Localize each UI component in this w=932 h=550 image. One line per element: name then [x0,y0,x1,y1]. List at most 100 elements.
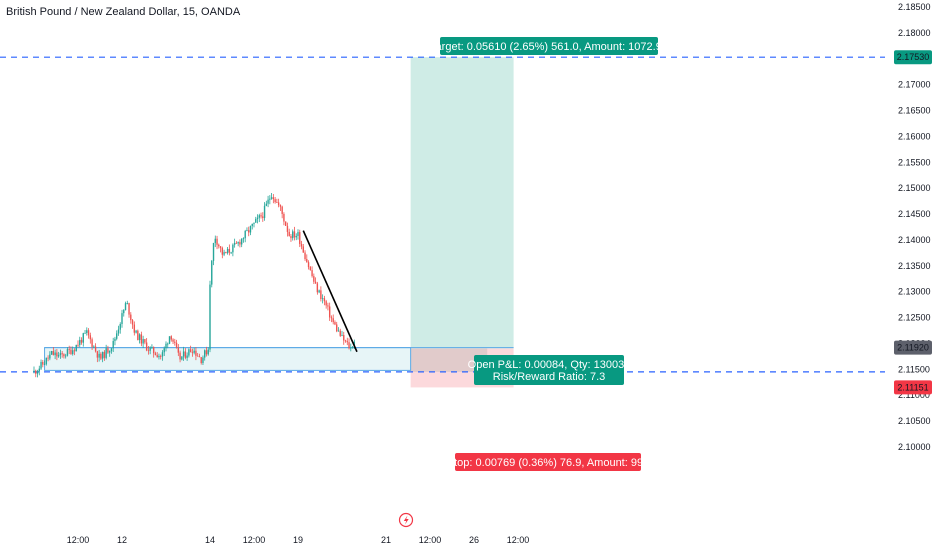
y-tick-label: 2.16000 [898,131,931,141]
candle-body [233,242,236,245]
candle-body [313,276,315,282]
y-tick-label: 2.17000 [898,80,931,90]
open-position-zone [410,348,488,372]
candle-body [297,232,299,236]
candle-body [240,238,243,245]
candle-body [334,322,336,325]
stop-label-box [455,453,641,471]
candle-body [182,351,185,357]
candle-body [160,355,162,357]
y-tick-label: 2.12500 [898,313,931,323]
candle-body [43,364,46,365]
candle-body [38,368,40,372]
candle-body [209,284,211,350]
candle-body [235,242,238,244]
candle-body [216,238,218,245]
trend-line[interactable] [302,230,358,353]
candle-body [152,346,155,354]
candle-body [256,217,259,220]
candle-body [112,341,114,349]
candle-body [311,270,313,277]
candle-body [80,339,83,343]
risk-reward-label: Risk/Reward Ratio: 7.3 [493,371,606,383]
candle-body [68,349,70,350]
candle-body [239,242,241,245]
candle-body [64,355,67,357]
candle-body [116,333,118,339]
candle-body [205,350,208,355]
y-tick-label: 2.18000 [898,28,931,38]
candle-body [82,333,84,343]
candle-body [341,335,343,336]
x-tick-label: 21 [381,535,391,545]
chart-title: British Pound / New Zealand Dollar, 15, … [6,6,241,18]
candle-body [232,244,234,253]
target-label: Target: 0.05610 (2.65%) 561.0, Amount: 1… [430,41,668,53]
candle-body [40,361,42,369]
candle-body [50,351,53,355]
target-label-box [440,37,658,55]
candle-body [263,205,266,218]
candle-body [121,313,123,325]
candle-body [318,290,320,293]
candle-body [267,199,269,204]
candle-body [188,349,190,356]
candle-body [54,352,56,356]
y-tick-label: 2.14500 [898,209,931,219]
candle-body [35,370,37,374]
candle-body [200,357,202,364]
candle-body [270,197,273,199]
candle-body [33,370,35,372]
candle-body [144,339,146,343]
candle-body [73,350,76,352]
candle-body [147,350,150,352]
candle-body [66,349,69,356]
candle-body [307,262,310,268]
candle-body [346,341,348,343]
target-zone [410,57,514,349]
x-tick-label: 12:00 [67,535,90,545]
candle-body [130,314,132,321]
candle-body [279,205,282,207]
candle-body [96,351,99,358]
candle-body [77,344,79,346]
candle-body [119,324,121,330]
candle-body [277,202,280,206]
candle-body [211,260,213,285]
candle-body [72,350,74,355]
candle-body [75,344,77,352]
candle-body [193,350,195,353]
candle-body [70,349,72,355]
candle-body [212,242,215,261]
y-tick-label: 2.10500 [898,416,931,426]
candle-body [337,330,340,332]
candle-body [56,352,58,357]
candle-body [93,346,95,348]
candle-body [172,339,174,342]
candle-body [242,238,245,240]
candle-body [149,347,151,351]
candle-body [175,342,178,348]
candle-body [293,231,296,238]
candle-body [140,334,143,344]
candle-body [323,298,326,302]
candle-body [123,310,125,314]
candle-body [351,347,354,349]
flash-icon[interactable] [398,512,414,528]
candle-body [196,355,199,357]
y-tick-label: 2.14000 [898,235,931,245]
y-tick-label: 2.10000 [898,442,931,452]
candle-body [151,346,153,348]
x-tick-label: 12:00 [419,535,442,545]
candle-body [174,341,176,343]
candle-body [100,353,102,359]
candle-body [49,354,51,359]
candle-body [204,350,206,358]
candle-body [124,303,127,311]
x-tick-label: 12:00 [507,535,530,545]
candle-body [339,330,341,336]
candle-body [260,215,262,217]
candle-body [221,247,224,255]
y-tick-label: 2.15500 [898,157,931,167]
